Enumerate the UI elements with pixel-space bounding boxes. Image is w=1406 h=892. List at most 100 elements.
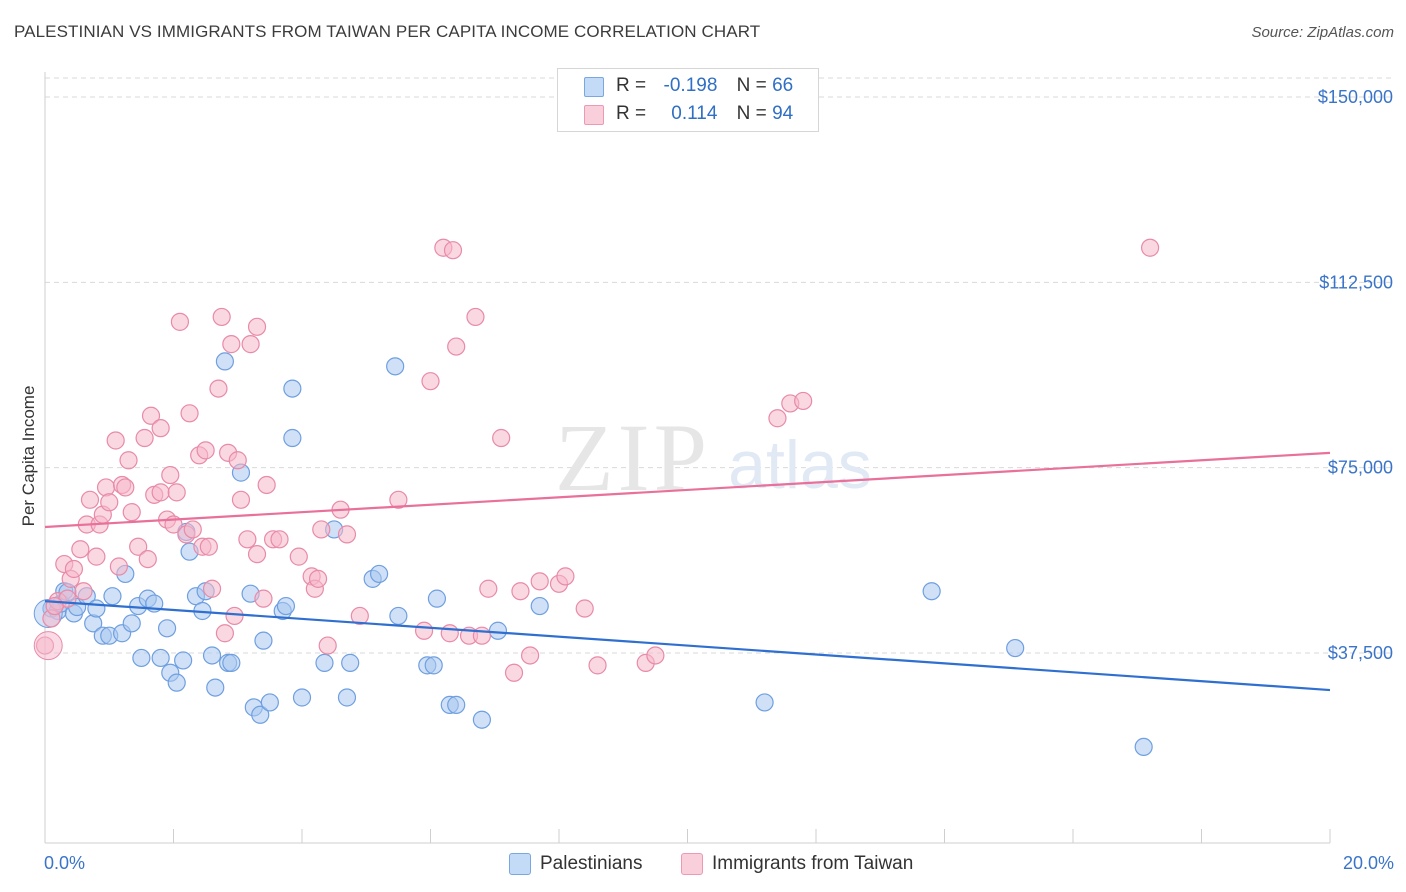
y-axis-title: Per Capita Income — [19, 386, 38, 527]
point-taiwan — [492, 428, 511, 448]
point-taiwan — [312, 520, 331, 539]
point-taiwan — [318, 636, 337, 655]
source-note: Source: ZipAtlas.com — [1251, 24, 1394, 41]
point-palestinian — [87, 599, 106, 618]
point-taiwan — [1140, 238, 1160, 257]
point-taiwan — [511, 582, 530, 601]
point-taiwan — [794, 391, 813, 411]
trend-line-taiwan — [44, 451, 1331, 529]
point-taiwan — [64, 559, 84, 579]
point-palestinian — [530, 596, 549, 616]
y-tick-label: $75,000 — [1328, 458, 1393, 478]
y-tick-label: $112,500 — [1319, 272, 1393, 292]
point-taiwan — [389, 490, 408, 509]
point-taiwan — [350, 606, 369, 626]
point-taiwan — [337, 525, 357, 544]
legend-r-label: R = — [616, 103, 647, 124]
point-palestinian — [283, 428, 302, 448]
point-palestinian — [174, 651, 193, 670]
point-taiwan — [151, 419, 170, 438]
point-taiwan — [270, 530, 289, 549]
point-taiwan — [556, 567, 575, 586]
series-legend: Palestinians Immigrants from Taiwan — [0, 852, 1406, 878]
point-taiwan — [80, 490, 100, 509]
point-taiwan — [472, 626, 491, 645]
point-taiwan — [308, 569, 328, 588]
point-taiwan — [231, 490, 251, 509]
point-taiwan — [212, 307, 231, 327]
point-taiwan — [768, 409, 787, 428]
point-palestinian — [167, 673, 186, 692]
point-palestinian — [157, 619, 177, 638]
point-palestinian — [1006, 638, 1025, 658]
x-tick-label-min: 0.0% — [44, 853, 85, 873]
legend-r-label: R = — [616, 75, 647, 96]
point-palestinian — [103, 587, 122, 606]
legend-label-palestinians: Palestinians — [540, 853, 643, 874]
point-taiwan — [530, 572, 549, 591]
point-palestinian — [337, 688, 357, 707]
legend-n-value: 66 — [772, 75, 794, 96]
point-taiwan — [167, 483, 186, 502]
point-palestinian — [427, 589, 447, 608]
point-palestinian — [222, 653, 241, 672]
point-taiwan — [109, 557, 128, 576]
point-taiwan — [215, 624, 234, 643]
point-palestinian — [386, 357, 405, 376]
point-taiwan — [116, 478, 135, 497]
point-taiwan — [440, 624, 459, 643]
point-taiwan — [222, 335, 241, 354]
point-taiwan — [228, 451, 247, 470]
point-palestinian — [206, 678, 225, 697]
point-taiwan — [106, 431, 125, 450]
trend-line-palestinians — [44, 600, 1331, 692]
point-taiwan — [520, 646, 540, 665]
point-taiwan — [257, 475, 276, 495]
point-taiwan — [466, 307, 485, 327]
legend-r-value: 0.114 — [671, 103, 718, 124]
point-taiwan — [199, 537, 218, 556]
point-palestinian — [1134, 737, 1153, 757]
point-taiwan — [87, 547, 106, 566]
point-taiwan — [238, 530, 257, 549]
point-palestinian — [251, 705, 270, 724]
point-taiwan — [196, 441, 215, 460]
point-taiwan — [414, 621, 434, 640]
point-palestinian — [132, 648, 151, 668]
point-taiwan — [100, 493, 119, 512]
legend-n-value: 94 — [772, 103, 794, 124]
point-taiwan — [170, 312, 190, 331]
point-palestinian — [122, 614, 141, 633]
point-taiwan — [119, 451, 138, 470]
point-palestinian — [488, 621, 508, 640]
point-taiwan — [479, 579, 498, 598]
point-taiwan-large — [33, 631, 63, 661]
point-taiwan — [421, 372, 440, 391]
point-taiwan — [254, 589, 273, 608]
y-tick-label: $37,500 — [1328, 643, 1393, 663]
point-palestinian — [447, 695, 466, 714]
point-palestinian — [276, 596, 296, 616]
point-palestinian — [283, 379, 302, 398]
point-palestinian — [341, 653, 360, 672]
point-taiwan — [289, 547, 308, 566]
point-taiwan — [646, 646, 665, 665]
point-taiwan — [241, 335, 260, 354]
point-taiwan — [443, 241, 463, 260]
point-taiwan — [138, 549, 157, 569]
point-palestinian — [922, 582, 941, 601]
legend-r-value: -0.198 — [663, 75, 718, 96]
correlation-legend: R = -0.198 N = 66 R = 0.114 N = 94 — [557, 68, 819, 132]
point-taiwan — [247, 545, 267, 564]
point-taiwan — [180, 404, 199, 423]
point-taiwan — [209, 379, 228, 398]
point-palestinian — [260, 693, 279, 712]
point-taiwan — [45, 596, 64, 616]
legend-swatch-pink — [584, 105, 604, 125]
legend-label-taiwan: Immigrants from Taiwan — [712, 853, 914, 874]
legend-swatch-blue — [509, 853, 531, 875]
y-tick-label: $150,000 — [1318, 87, 1393, 107]
point-taiwan — [183, 520, 202, 539]
point-palestinian — [292, 688, 312, 707]
